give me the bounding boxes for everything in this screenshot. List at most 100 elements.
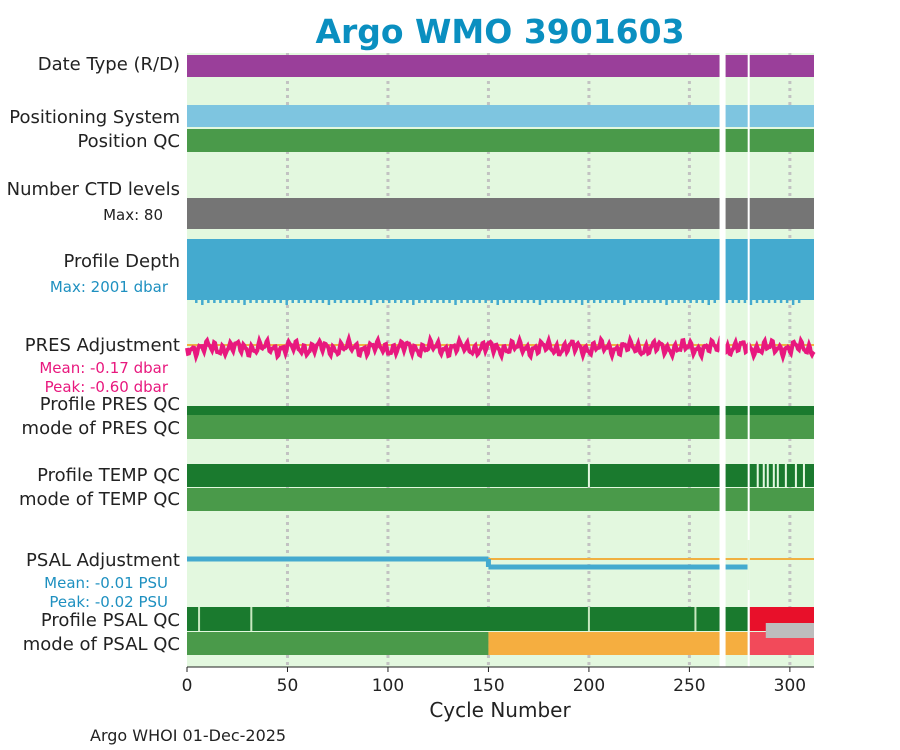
depth-tick-247: [683, 300, 686, 303]
x-tick-label-300: 300: [774, 676, 806, 696]
x-tick-label-150: 150: [472, 676, 504, 696]
row-label-profile-psal-qc: Profile PSAL QC: [41, 610, 180, 631]
bar-mode-of-pres-qc-0: [187, 415, 814, 439]
depth-tick-43: [273, 300, 276, 303]
depth-tick-145: [478, 300, 481, 303]
depth-tick-253: [695, 300, 698, 303]
x-axis-label: Cycle Number: [429, 698, 571, 722]
depth-tick-148: [484, 300, 487, 303]
x-axis: 0 50 100 150 200 250 300: [182, 666, 814, 696]
depth-tick-142: [472, 300, 475, 303]
depth-tick-28: [243, 300, 246, 305]
x-tick-label-0: 0: [182, 676, 193, 696]
depth-tick-7: [201, 300, 204, 305]
missing-cycle-gap-1: [747, 53, 750, 667]
depth-tick-277: [743, 300, 747, 303]
depth-tick-13: [213, 300, 216, 303]
depth-tick-286: [761, 300, 765, 303]
depth-tick-232: [653, 300, 656, 303]
x-tick-label-100: 100: [372, 676, 404, 696]
depth-tick-190: [568, 300, 572, 303]
psal-adj-mean-label: Mean: -0.01 PSU: [44, 574, 168, 592]
depth-tick-70: [327, 300, 331, 305]
depth-tick-91: [369, 300, 373, 305]
psal-adj-gap-fill: [747, 540, 750, 590]
temp-qc-flag-307: [802, 464, 805, 487]
missing-cycle-gaps: [719, 53, 750, 667]
bar-ctd-levels: [187, 198, 814, 229]
depth-tick-304: [797, 300, 801, 303]
depth-tick-298: [785, 300, 789, 303]
bar-profile-temp-qc-0: [187, 464, 814, 487]
depth-tick-238: [665, 300, 668, 305]
row-label-positioning-system: Positioning System: [9, 107, 180, 128]
depth-tick-217: [623, 300, 626, 305]
depth-tick-187: [562, 300, 566, 303]
psal-qc-flag-253: [694, 607, 697, 631]
depth-tick-133: [454, 300, 457, 305]
depth-tick-76: [339, 300, 343, 303]
pres-adj-peak-label: Peak: -0.60 dbar: [45, 378, 169, 396]
depth-tick-202: [592, 300, 596, 303]
depth-tick-97: [381, 300, 385, 303]
temp-qc-flag-200: [587, 464, 590, 487]
missing-cycle-gap-0: [719, 53, 726, 667]
depth-tick-118: [424, 300, 427, 303]
depth-tick-40: [267, 300, 270, 303]
depth-tick-109: [406, 300, 409, 303]
depth-tick-67: [321, 300, 325, 303]
depth-tick-268: [725, 300, 729, 303]
depth-tick-46: [279, 300, 282, 303]
row-label-mode-pres-qc: mode of PRES QC: [22, 418, 180, 439]
depth-tick-199: [586, 300, 590, 303]
depth-tick-25: [237, 300, 240, 303]
depth-tick-235: [659, 300, 662, 303]
depth-tick-208: [605, 300, 608, 303]
x-tick-label-50: 50: [277, 676, 299, 696]
depth-max-label: Max: 2001 dbar: [50, 278, 169, 296]
depth-tick-16: [219, 300, 222, 303]
row-label-position-qc: Position QC: [77, 131, 180, 152]
depth-tick-250: [689, 300, 692, 303]
depth-tick-49: [285, 300, 288, 305]
depth-tick-274: [737, 300, 741, 303]
depth-tick-256: [701, 300, 704, 303]
row-label-profile-pres-qc: Profile PRES QC: [40, 394, 180, 415]
row-labels: Date Type (R/D) Positioning System Posit…: [7, 54, 180, 655]
temp-qc-flag-298: [784, 464, 787, 487]
depth-tick-73: [333, 300, 337, 303]
depth-tick-241: [671, 300, 674, 303]
depth-tick-10: [207, 300, 210, 303]
depth-tick-157: [502, 300, 506, 303]
depth-tick-289: [767, 300, 771, 303]
temp-qc-flag-294: [776, 464, 779, 487]
depth-tick-115: [418, 300, 421, 303]
temp-qc-flag-287: [762, 464, 765, 487]
depth-tick-85: [357, 300, 361, 303]
depth-tick-166: [520, 300, 524, 303]
depth-tick-106: [400, 300, 403, 303]
x-tick-label-250: 250: [673, 676, 705, 696]
depth-tick-112: [412, 300, 415, 305]
depth-tick-64: [315, 300, 319, 303]
row-label-profile-temp-qc: Profile TEMP QC: [37, 465, 180, 486]
depth-tick-31: [249, 300, 252, 303]
psal-qc-grey-flag: [765, 623, 814, 638]
depth-tick-22: [231, 300, 234, 303]
row-label-ctd-levels: Number CTD levels: [7, 179, 180, 200]
row-label-mode-temp-qc: mode of TEMP QC: [19, 489, 180, 510]
depth-tick-184: [556, 300, 560, 303]
depth-tick-154: [496, 300, 499, 305]
depth-tick-220: [629, 300, 632, 303]
depth-tick-139: [466, 300, 469, 303]
depth-tick-34: [255, 300, 258, 303]
depth-tick-280: [749, 300, 753, 305]
depth-tick-55: [297, 300, 301, 303]
row-label-pres-adjustment: PRES Adjustment: [25, 335, 180, 356]
depth-tick-160: [508, 300, 512, 303]
psal-qc-flag-200: [587, 607, 590, 631]
depth-tick-262: [713, 300, 717, 303]
row-label-profile-depth: Profile Depth: [63, 251, 180, 272]
depth-tick-79: [345, 300, 349, 303]
depth-tick-301: [791, 300, 795, 305]
